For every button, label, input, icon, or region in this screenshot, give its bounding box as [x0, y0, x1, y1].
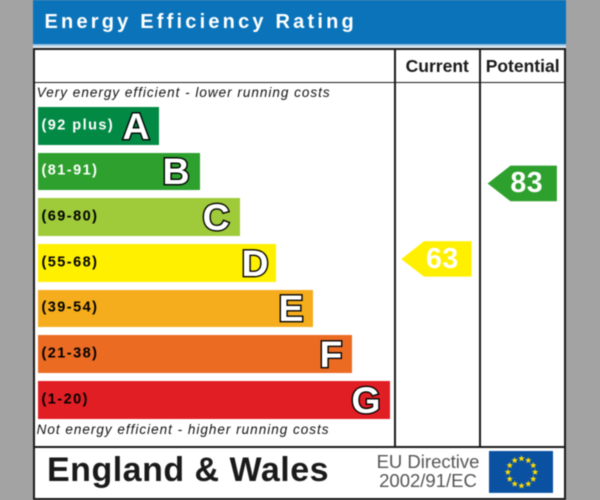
svg-text:C: C	[203, 197, 230, 237]
svg-text:D: D	[242, 243, 269, 283]
svg-text:G: G	[351, 380, 380, 420]
svg-text:B: B	[163, 151, 190, 191]
svg-text:A: A	[122, 106, 149, 146]
svg-text:E: E	[279, 288, 304, 328]
svg-text:F: F	[319, 334, 342, 374]
